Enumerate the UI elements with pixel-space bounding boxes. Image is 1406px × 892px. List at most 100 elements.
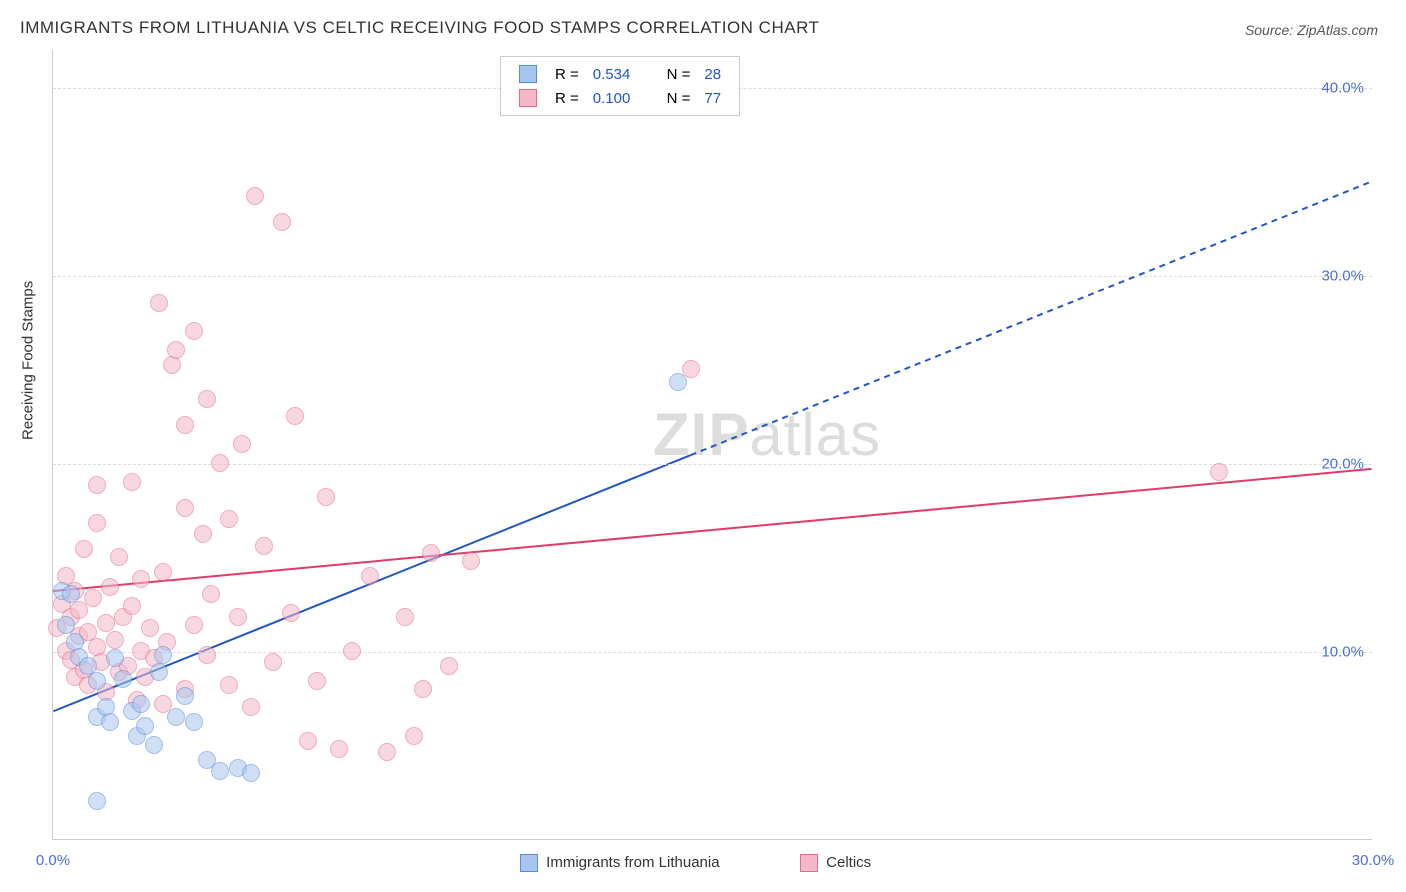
data-point <box>264 653 282 671</box>
swatch-icon <box>519 65 537 83</box>
source-attribution: Source: ZipAtlas.com <box>1245 22 1378 38</box>
n-value: 77 <box>698 87 727 109</box>
r-label: R = <box>549 63 585 85</box>
legend-series-label: Celtics <box>826 854 871 871</box>
data-point <box>246 187 264 205</box>
data-point <box>220 676 238 694</box>
r-label: R = <box>549 87 585 109</box>
data-point <box>405 727 423 745</box>
data-point <box>202 585 220 603</box>
r-value: 0.534 <box>587 63 637 85</box>
legend-stats-table: R = 0.534 N = 28 R = 0.100 N = 77 <box>511 61 729 111</box>
data-point <box>282 604 300 622</box>
data-point <box>198 390 216 408</box>
data-point <box>273 213 291 231</box>
data-point <box>198 646 216 664</box>
trend-line <box>53 469 1371 591</box>
n-value: 28 <box>698 63 727 85</box>
data-point <box>150 663 168 681</box>
data-point <box>1210 463 1228 481</box>
data-point <box>141 619 159 637</box>
data-point <box>396 608 414 626</box>
legend-stats-row: R = 0.534 N = 28 <box>513 63 727 85</box>
data-point <box>229 608 247 626</box>
data-point <box>88 792 106 810</box>
data-point <box>62 585 80 603</box>
data-point <box>422 544 440 562</box>
data-point <box>84 589 102 607</box>
ytick-label: 20.0% <box>1321 455 1364 472</box>
data-point <box>242 764 260 782</box>
swatch-icon <box>800 854 818 872</box>
data-point <box>57 616 75 634</box>
data-point <box>308 672 326 690</box>
data-point <box>88 672 106 690</box>
chart-title: IMMIGRANTS FROM LITHUANIA VS CELTIC RECE… <box>20 18 819 38</box>
legend-stats-row: R = 0.100 N = 77 <box>513 87 727 109</box>
data-point <box>378 743 396 761</box>
data-point <box>220 510 238 528</box>
legend-bottom: Immigrants from Lithuania <box>520 854 720 872</box>
data-point <box>211 454 229 472</box>
data-point <box>317 488 335 506</box>
data-point <box>185 713 203 731</box>
gridline-h <box>53 652 1372 653</box>
data-point <box>669 373 687 391</box>
data-point <box>75 540 93 558</box>
data-point <box>185 322 203 340</box>
data-point <box>154 563 172 581</box>
xtick-label: 0.0% <box>36 852 70 869</box>
data-point <box>136 717 154 735</box>
data-point <box>114 670 132 688</box>
data-point <box>97 614 115 632</box>
data-point <box>176 499 194 517</box>
legend-stats-box: R = 0.534 N = 28 R = 0.100 N = 77 <box>500 56 740 116</box>
data-point <box>286 407 304 425</box>
data-point <box>211 762 229 780</box>
data-point <box>88 476 106 494</box>
r-value: 0.100 <box>587 87 637 109</box>
swatch-icon <box>520 854 538 872</box>
data-point <box>185 616 203 634</box>
legend-bottom: Celtics <box>800 854 871 872</box>
data-point <box>299 732 317 750</box>
data-point <box>154 646 172 664</box>
data-point <box>110 548 128 566</box>
data-point <box>414 680 432 698</box>
ytick-label: 30.0% <box>1321 267 1364 284</box>
data-point <box>440 657 458 675</box>
data-point <box>233 435 251 453</box>
data-point <box>106 631 124 649</box>
data-point <box>101 578 119 596</box>
ytick-label: 10.0% <box>1321 643 1364 660</box>
swatch-icon <box>519 89 537 107</box>
data-point <box>462 552 480 570</box>
data-point <box>145 736 163 754</box>
trend-line-dashed <box>691 182 1372 456</box>
yaxis-title: Receiving Food Stamps <box>20 281 37 440</box>
data-point <box>194 525 212 543</box>
data-point <box>106 649 124 667</box>
watermark-light: atlas <box>749 401 881 468</box>
data-point <box>132 695 150 713</box>
data-point <box>242 698 260 716</box>
data-point <box>123 597 141 615</box>
data-point <box>682 360 700 378</box>
data-point <box>150 294 168 312</box>
data-point <box>167 708 185 726</box>
data-point <box>101 713 119 731</box>
data-point <box>343 642 361 660</box>
data-point <box>330 740 348 758</box>
legend-series-label: Immigrants from Lithuania <box>546 854 719 871</box>
n-label: N = <box>661 63 697 85</box>
data-point <box>176 416 194 434</box>
ytick-label: 40.0% <box>1321 79 1364 96</box>
data-point <box>88 514 106 532</box>
xtick-label: 30.0% <box>1352 852 1395 869</box>
data-point <box>167 341 185 359</box>
watermark-bold: ZIP <box>653 401 749 468</box>
n-label: N = <box>661 87 697 109</box>
data-point <box>361 567 379 585</box>
data-point <box>255 537 273 555</box>
watermark: ZIPatlas <box>653 400 881 469</box>
